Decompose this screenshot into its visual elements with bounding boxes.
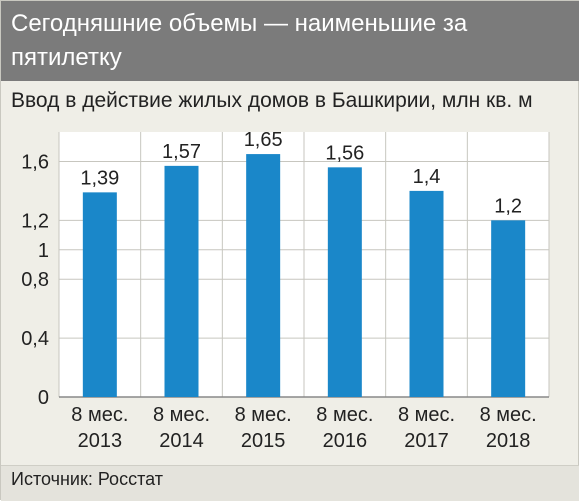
bar	[327, 167, 362, 397]
source-text: Источник: Росстат	[11, 469, 163, 489]
x-tick-label-year: 2015	[241, 430, 286, 452]
source-note: Источник: Росстат	[1, 465, 579, 501]
bar-value-label: 1,57	[162, 141, 201, 163]
value-labels: 1,39 1,57 1,65 1,56 1,4 1,2	[80, 129, 522, 217]
x-tick-label: 8 мес.	[480, 404, 537, 426]
bar	[164, 165, 199, 397]
bar-value-label: 1,4	[413, 166, 441, 188]
y-tick-label: 1,2	[21, 210, 49, 232]
y-tick-label: 1	[38, 240, 49, 262]
bar	[409, 190, 444, 397]
x-tick-label-year: 2014	[159, 430, 204, 452]
x-tick-label: 8 мес.	[71, 404, 128, 426]
x-tick-label-year: 2017	[404, 430, 449, 452]
y-tick-label: 1,6	[21, 151, 49, 173]
gridlines	[58, 132, 550, 398]
y-tick-label: 0,8	[21, 269, 49, 291]
x-axis-labels: 8 мес. 2013 8 мес. 2014 8 мес. 2015 8 мес. 2016…	[71, 404, 536, 452]
x-tick-label: 8 мес.	[153, 404, 210, 426]
x-tick-label: 8 мес.	[398, 404, 455, 426]
chart-header: Сегодняшние объемы — наименьшие за пятил…	[1, 1, 579, 81]
x-tick-label-year: 2018	[486, 430, 531, 452]
bar	[491, 220, 526, 397]
x-tick-label: 8 мес.	[235, 404, 292, 426]
bar	[82, 192, 117, 397]
x-tick-label-year: 2016	[323, 430, 368, 452]
y-tick-label: 0,4	[21, 328, 49, 350]
bar	[246, 154, 281, 397]
y-axis-ticks: 0 0,4 0,8 1 1,2 1,6	[21, 151, 49, 409]
bar-value-label: 1,2	[494, 195, 522, 217]
y-tick-label: 0	[38, 387, 49, 409]
chart-title: Ввод в действие жилых домов в Башкирии, …	[11, 89, 533, 112]
bar-value-label: 1,65	[244, 129, 283, 151]
bar-value-label: 1,39	[80, 167, 119, 189]
x-tick-label-year: 2013	[78, 430, 123, 452]
bars	[82, 154, 526, 397]
x-tick-label: 8 мес.	[316, 404, 373, 426]
bar-value-label: 1,56	[325, 142, 364, 164]
headline: Сегодняшние объемы — наименьшие за пятил…	[11, 10, 468, 71]
